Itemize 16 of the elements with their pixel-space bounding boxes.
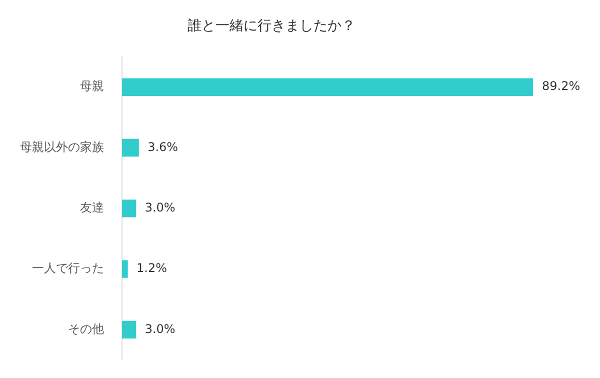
y-tick-label: その他 bbox=[68, 322, 104, 336]
y-tick-label: 母親以外の家族 bbox=[20, 140, 104, 154]
bar bbox=[122, 260, 128, 278]
data-label: 3.0% bbox=[144, 200, 176, 215]
bar bbox=[122, 138, 139, 157]
y-tick-label: 友達 bbox=[80, 200, 104, 215]
data-label: 3.6% bbox=[148, 140, 178, 154]
data-label: 1.2% bbox=[136, 261, 168, 276]
bar bbox=[122, 200, 136, 218]
bar bbox=[122, 78, 533, 96]
data-label: 3.0% bbox=[144, 322, 176, 336]
bar bbox=[122, 320, 136, 339]
y-tick-label: 母親 bbox=[80, 79, 104, 94]
y-tick-label: 一人で行った bbox=[32, 261, 104, 276]
chart-title: 誰と一緒に行きましたか？ bbox=[188, 18, 356, 34]
data-label: 89.2% bbox=[542, 79, 580, 94]
